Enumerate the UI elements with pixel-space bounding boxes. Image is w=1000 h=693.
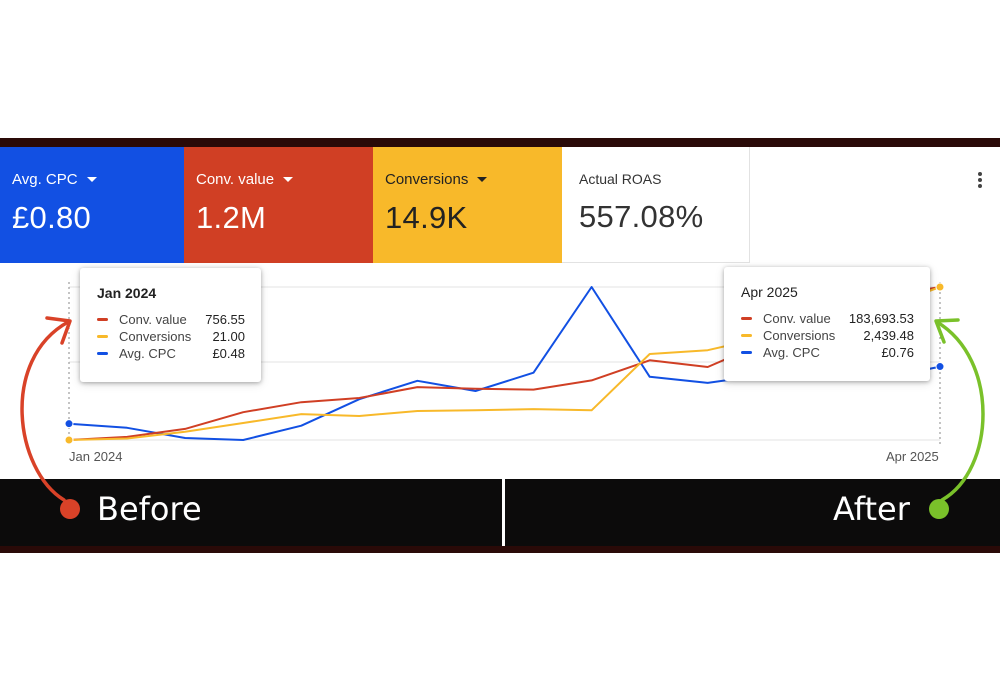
- green-dot-icon: [929, 499, 949, 519]
- before-after-banner: [0, 479, 1000, 546]
- tooltip-row: Avg. CPC £0.48: [97, 345, 245, 362]
- scorecard-value: 14.9K: [385, 200, 468, 235]
- scorecard-label-wrap: Conv. value: [196, 171, 373, 188]
- banner-divider: [502, 479, 505, 546]
- scorecard-label: Conv. value: [196, 171, 275, 188]
- tooltip-row: Conv. value 183,693.53: [741, 310, 914, 327]
- tooltip-value: £0.76: [881, 345, 914, 360]
- legend-swatch: [97, 318, 108, 321]
- tooltip-series-name: Conversions: [763, 328, 836, 343]
- tooltip-row: Avg. CPC £0.76: [741, 344, 914, 361]
- scorecard-value: 1.2M: [196, 200, 267, 235]
- tooltip-jan-2024: Jan 2024 Conv. value 756.55 Conversions 21…: [80, 268, 261, 382]
- dropdown-caret-icon[interactable]: [477, 177, 488, 182]
- dropdown-caret-icon[interactable]: [86, 177, 97, 182]
- dropdown-caret-icon[interactable]: [283, 177, 294, 182]
- scorecard-conversions[interactable]: Conversions 14.9K: [373, 147, 562, 263]
- x-tick-label: Apr 2025: [886, 449, 939, 464]
- tooltip-row: Conversions 2,439.48: [741, 327, 914, 344]
- legend-swatch: [741, 317, 752, 320]
- tooltip-series-name: Conv. value: [763, 311, 831, 326]
- tooltip-value: 21.00: [212, 329, 245, 344]
- scorecard-label-wrap: Avg. CPC: [12, 171, 184, 188]
- scorecard-label: Avg. CPC: [12, 171, 78, 188]
- more-vert-icon[interactable]: [972, 170, 988, 192]
- scorecard-value: £0.80: [12, 200, 92, 235]
- legend-swatch: [741, 334, 752, 337]
- scorecard-conv-value[interactable]: Conv. value 1.2M: [184, 147, 373, 263]
- tooltip-value: £0.48: [212, 346, 245, 361]
- scorecard-label: Actual ROAS: [579, 171, 662, 187]
- legend-swatch: [97, 352, 108, 355]
- tooltip-row: Conversions 21.00: [97, 328, 245, 345]
- tooltip-title: Apr 2025: [741, 284, 798, 300]
- scorecard-value: 557.08%: [579, 199, 704, 234]
- tooltip-value: 2,439.48: [863, 328, 914, 343]
- tooltip-value: 183,693.53: [848, 311, 914, 326]
- tooltip-row: Conv. value 756.55: [97, 311, 245, 328]
- tooltip-series-name: Conv. value: [119, 312, 187, 327]
- tooltip-title: Jan 2024: [97, 285, 157, 301]
- tooltip-series-name: Avg. CPC: [119, 346, 176, 361]
- after-label: After: [833, 490, 910, 528]
- scorecard-actual-roas[interactable]: Actual ROAS 557.08%: [562, 147, 750, 263]
- tooltip-series-name: Avg. CPC: [763, 345, 820, 360]
- scorecard-label-wrap: Conversions: [385, 171, 562, 188]
- tooltip-series-name: Conversions: [119, 329, 192, 344]
- tooltip-apr-2025: Apr 2025 Conv. value 183,693.53 Conversio…: [724, 267, 930, 381]
- red-dot-icon: [60, 499, 80, 519]
- scorecard-avg-cpc[interactable]: Avg. CPC £0.80: [0, 147, 184, 263]
- scorecard-label: Conversions: [385, 171, 469, 188]
- legend-swatch: [97, 335, 108, 338]
- x-tick-label: Jan 2024: [69, 449, 123, 464]
- before-label: Before: [97, 490, 202, 528]
- tooltip-value: 756.55: [205, 312, 245, 327]
- legend-swatch: [741, 351, 752, 354]
